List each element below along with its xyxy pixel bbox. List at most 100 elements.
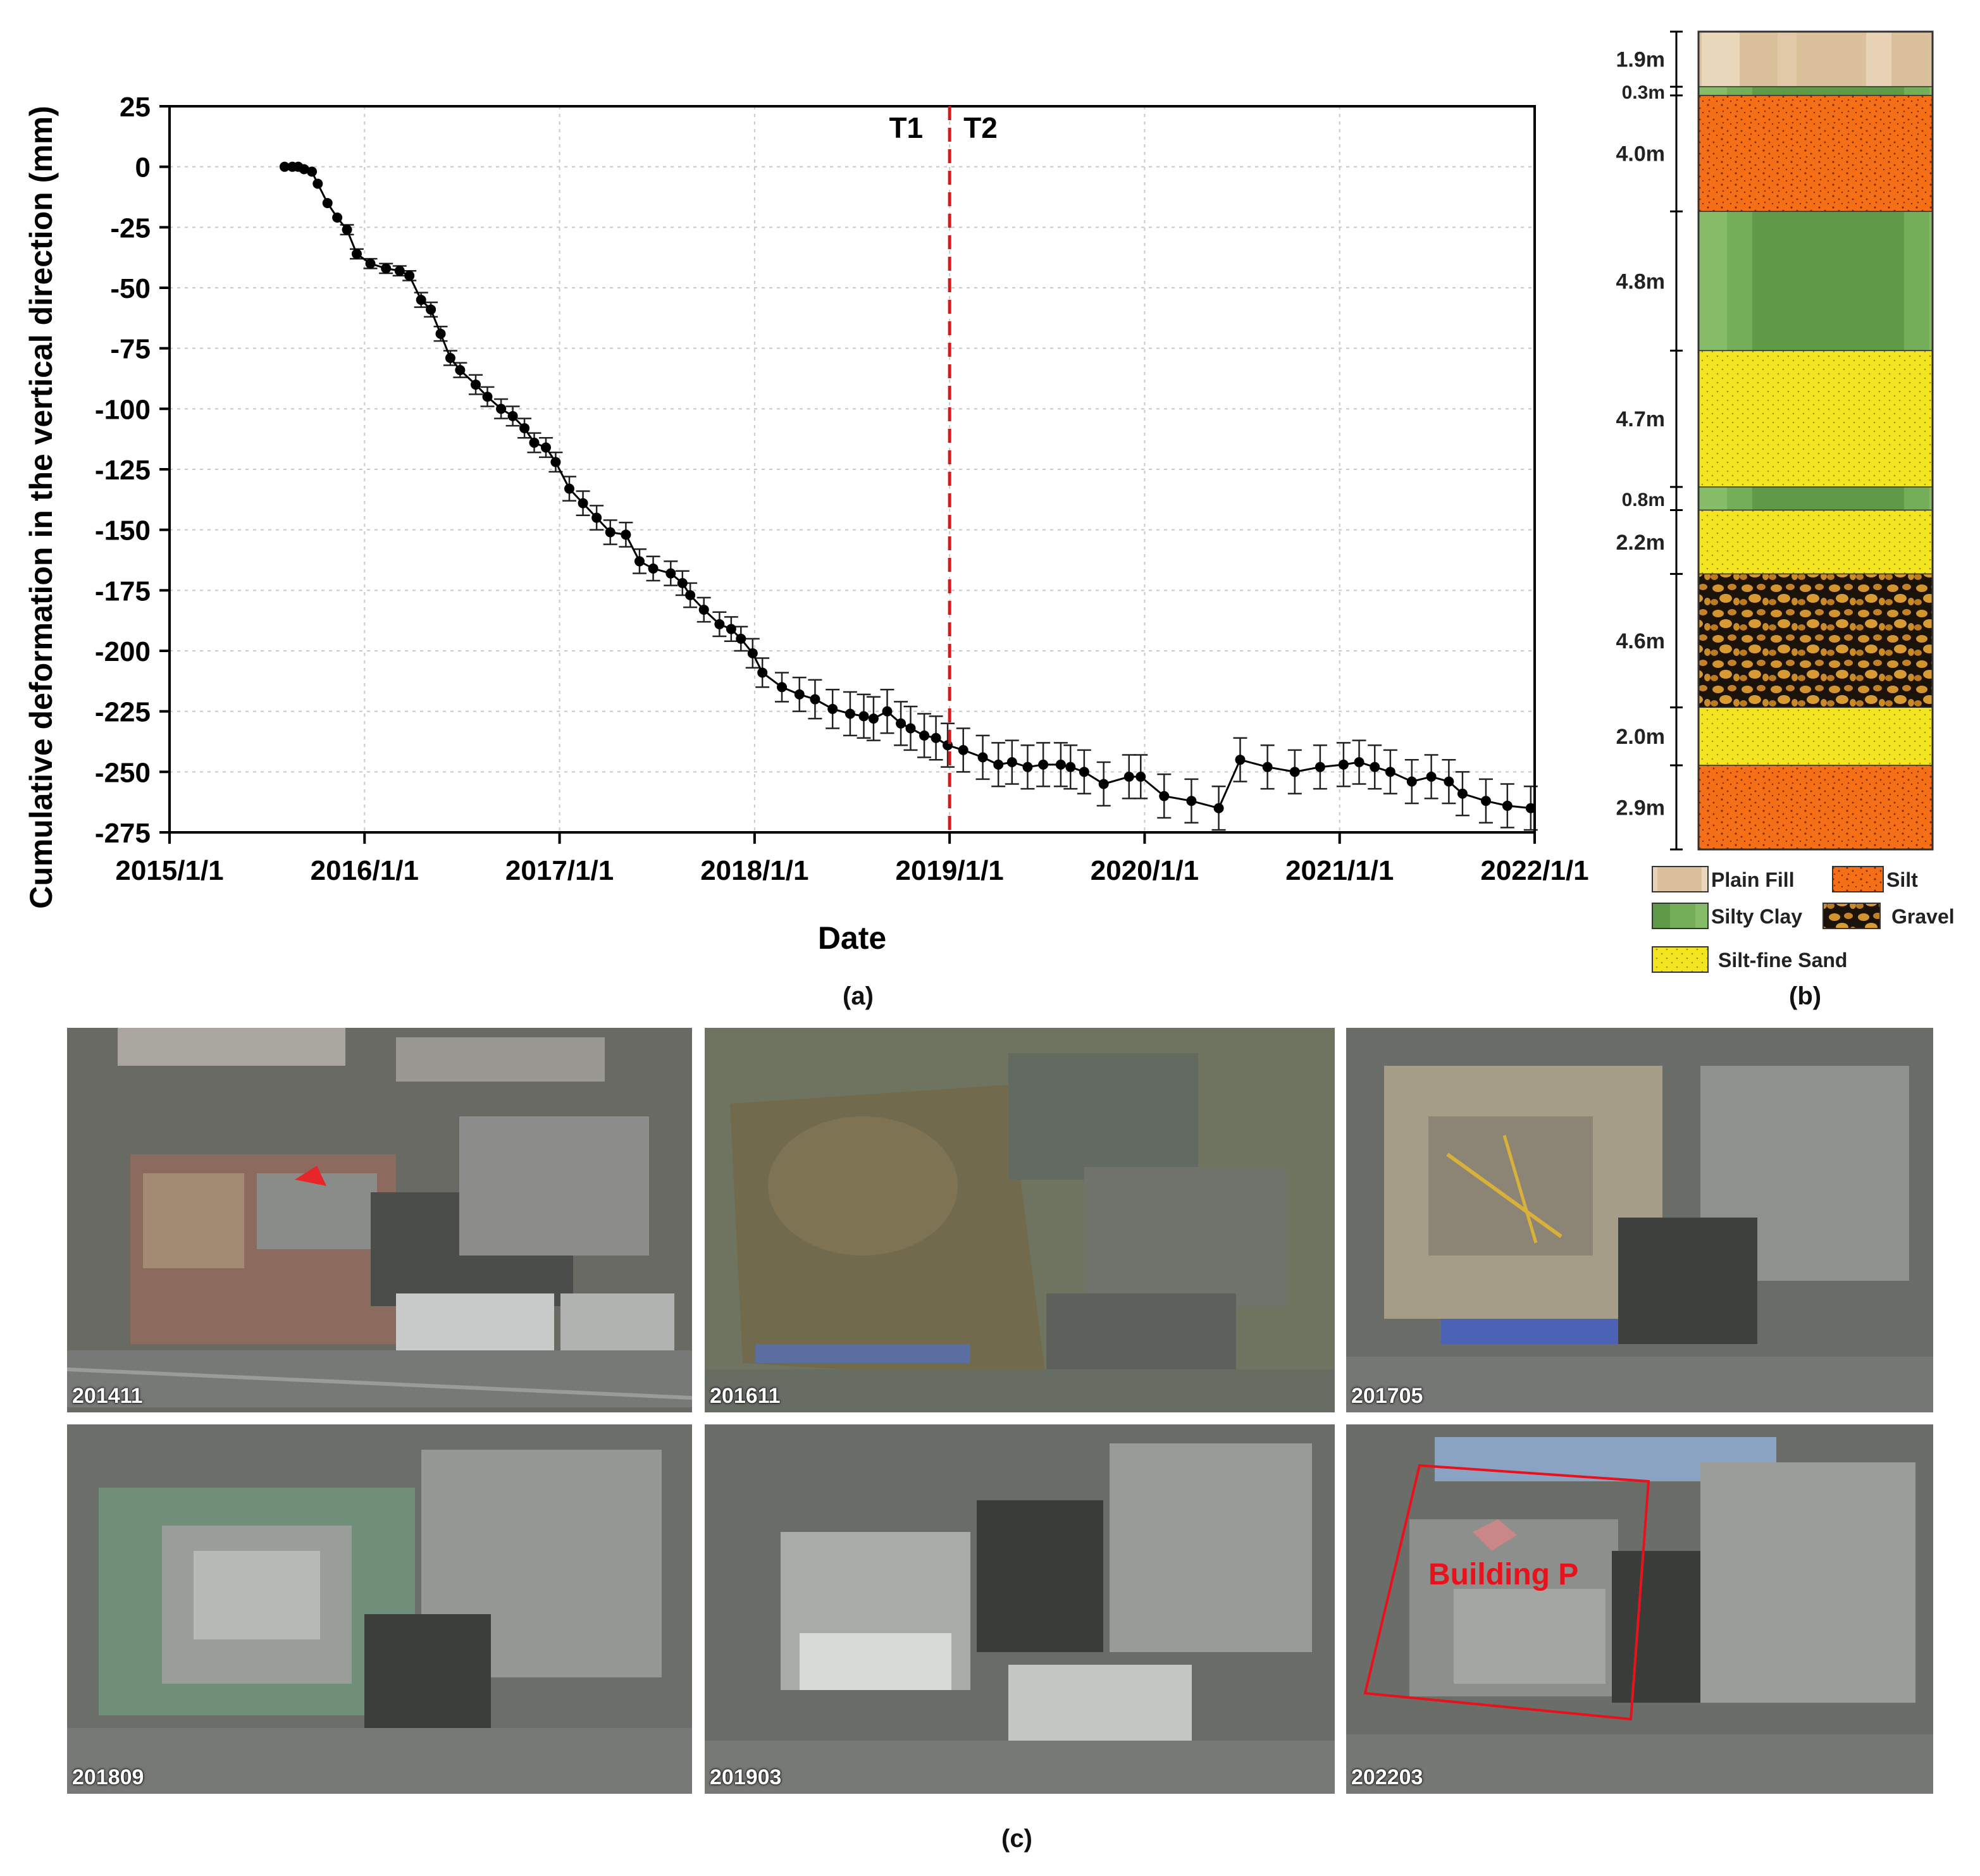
layer-thickness-label: 4.8m <box>1616 269 1666 293</box>
data-point <box>605 527 616 538</box>
data-point <box>1354 757 1364 768</box>
y-tick-label: -225 <box>95 697 151 728</box>
data-point <box>943 740 953 751</box>
data-point <box>1079 767 1089 777</box>
data-point <box>1289 767 1300 777</box>
soil-layer <box>1698 707 1933 766</box>
legend-swatch <box>1822 903 1881 929</box>
data-point <box>747 648 758 658</box>
data-point <box>394 266 405 276</box>
data-point <box>342 225 352 235</box>
legend-swatch <box>1652 946 1709 973</box>
data-point <box>1406 776 1417 787</box>
data-point <box>1315 762 1325 772</box>
x-tick-label: 2018/1/1 <box>700 855 808 886</box>
data-point <box>426 304 436 315</box>
layer-thickness-label: 2.2m <box>1616 531 1666 555</box>
layer-thickness-label: 4.6m <box>1616 629 1666 653</box>
deformation-chart: 25 0 -25 -50 -75 -100 -125 -150 -175 -200 -225 -250… <box>23 92 1589 956</box>
data-point <box>564 483 574 494</box>
data-point <box>1123 771 1134 782</box>
data-point <box>736 633 746 644</box>
chart-labels: 25 0 -25 -50 -75 -100 -125 -150 -175 -200 -225 -250… <box>23 92 1589 956</box>
x-tick-label: 2016/1/1 <box>311 855 419 886</box>
soil-layer <box>1698 86 1933 96</box>
satellite-photo-201903: 201903 <box>705 1424 1335 1794</box>
data-point <box>858 711 869 722</box>
data-point <box>1426 771 1437 782</box>
data-point <box>757 667 768 678</box>
data-point <box>416 295 426 305</box>
x-tick-label: 2021/1/1 <box>1285 855 1394 886</box>
data-point <box>322 198 333 209</box>
data-point <box>1385 767 1395 777</box>
x-axis-title: Date <box>818 920 886 956</box>
column-outline <box>1697 30 1934 851</box>
legend-label: Plain Fill <box>1711 868 1795 891</box>
data-point <box>279 161 290 172</box>
satellite-photo-201411: 201411 <box>67 1028 692 1412</box>
data-point <box>634 556 645 567</box>
data-point <box>1186 796 1197 806</box>
data-point <box>794 689 805 700</box>
layer-thickness-label: 1.9m <box>1616 48 1666 72</box>
data-point <box>482 392 493 402</box>
photo-date-label: 201903 <box>710 1765 782 1789</box>
plot-frame <box>168 105 1536 834</box>
data-point <box>868 713 879 724</box>
data-point <box>591 512 602 523</box>
panel-label-a: (a) <box>843 982 874 1010</box>
layer-thickness-label: 0.8m <box>1622 490 1665 510</box>
layer-thickness-label: 0.3m <box>1622 82 1665 103</box>
soil-layer <box>1698 31 1933 87</box>
y-tick-label: -250 <box>95 757 151 788</box>
data-point <box>404 270 415 281</box>
data-point <box>578 498 588 509</box>
data-point <box>931 732 941 743</box>
data-point <box>665 568 676 579</box>
x-tick-label: 2017/1/1 <box>505 855 614 886</box>
data-point <box>845 708 855 719</box>
t1-label: T1 <box>889 111 923 144</box>
t2-label: T2 <box>963 111 998 144</box>
data-point <box>1006 757 1017 768</box>
data-point <box>993 759 1004 770</box>
data-point <box>312 178 323 189</box>
data-point <box>1213 803 1224 813</box>
data-point <box>1370 762 1380 772</box>
photo-date-label: 201611 <box>710 1384 781 1408</box>
y-tick-label: -150 <box>95 515 151 546</box>
data-point <box>698 604 709 615</box>
data-point <box>351 249 362 259</box>
satellite-photo-201705: 201705 <box>1346 1028 1933 1412</box>
data-point <box>1480 796 1491 806</box>
layer-thickness-label: 2.0m <box>1616 725 1666 749</box>
data-point <box>529 437 540 448</box>
data-point <box>1055 759 1066 770</box>
x-tick-label: 2022/1/1 <box>1480 855 1588 886</box>
data-point <box>977 752 988 763</box>
data-point <box>685 589 696 600</box>
layer-thickness-label: 2.9m <box>1616 796 1666 820</box>
data-point <box>540 442 551 453</box>
chart-axes <box>159 105 1536 844</box>
data-point <box>435 328 446 339</box>
y-tick-label: -175 <box>95 576 151 607</box>
data-point <box>896 718 906 729</box>
y-tick-label: -75 <box>110 334 151 365</box>
data-point <box>1135 771 1146 782</box>
satellite-photo-202203: Building P 202203 <box>1346 1424 1933 1794</box>
data-point <box>1338 759 1349 770</box>
data-point <box>1444 776 1454 787</box>
legend-swatch <box>1652 866 1709 892</box>
data-point <box>1457 788 1468 799</box>
legend-swatch <box>1652 903 1709 929</box>
building-p-annotation: Building P <box>1428 1558 1579 1591</box>
y-axis-title: Cumulative deformation in the vertical d… <box>23 106 59 909</box>
data-point <box>905 723 916 734</box>
soil-layer <box>1698 765 1933 850</box>
data-point <box>455 365 466 376</box>
soil-layer <box>1698 95 1933 213</box>
soil-layer <box>1698 486 1933 511</box>
y-tick-label: 25 <box>120 92 151 123</box>
